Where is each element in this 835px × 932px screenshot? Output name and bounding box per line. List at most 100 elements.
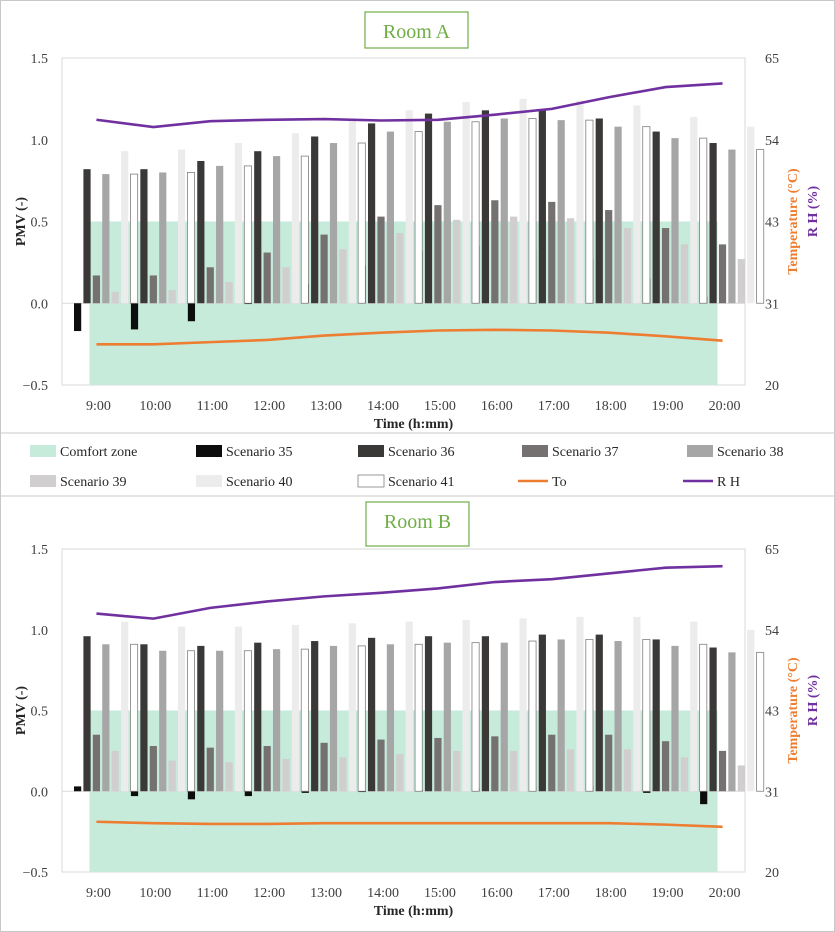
bar-scenario_39	[282, 267, 290, 304]
bar-scenario_35	[74, 303, 82, 332]
bar-scenario_38	[728, 149, 736, 304]
legend-item-scenario-36: Scenario 36	[358, 445, 454, 460]
bar-scenario_40	[747, 126, 755, 304]
y-tick-label: −0.5	[23, 379, 48, 394]
bar-scenario_37	[263, 746, 271, 792]
y2-tick-label: 54	[765, 134, 779, 149]
bar-scenario_37	[206, 267, 214, 304]
bar-scenario_36	[652, 639, 660, 792]
bar-scenario_37	[548, 734, 556, 792]
legend-label: To	[552, 475, 567, 490]
bar-scenario_35	[130, 303, 139, 330]
bar-scenario_41	[357, 645, 366, 792]
x-tick-label: 20:00	[709, 399, 741, 414]
y2-tick-label: 31	[765, 785, 779, 800]
bar-scenario_36	[538, 634, 546, 792]
chart-room-a: Room A 1.5 1.0 0.5 0.0 −0.5 65 54 43 31 20 9:00 10:0…	[14, 11, 821, 432]
bar-scenario_37	[491, 200, 499, 304]
x-tick-label: 13:00	[310, 399, 342, 414]
y2-tick-label: 43	[765, 216, 779, 231]
legend-label: Scenario 37	[552, 445, 618, 460]
bar-scenario_36	[83, 636, 91, 792]
bar-scenario_36	[140, 169, 148, 304]
x-tick-label: 10:00	[139, 399, 171, 414]
bar-scenario_40	[576, 100, 584, 304]
bar-scenario_41	[300, 648, 309, 792]
bar-scenario_40	[576, 616, 584, 792]
legend-swatch-scenario-39	[30, 475, 56, 487]
x-tick-label: 17:00	[538, 399, 570, 414]
bar-scenario_36	[367, 123, 376, 304]
y-tick-label: 0.0	[31, 297, 49, 312]
legend-swatch-scenario-40	[196, 475, 222, 487]
bar-scenario_36	[481, 636, 490, 792]
x-tick-label: 16:00	[481, 886, 513, 901]
bar-scenario_41	[585, 119, 594, 304]
bar-scenario_39	[737, 259, 745, 304]
chart-title-box	[364, 11, 469, 49]
bar-scenario_36	[197, 645, 205, 792]
y-tick-label: 1.5	[31, 52, 49, 67]
x-tick-label: 9:00	[86, 886, 111, 901]
bar-scenario_40	[291, 133, 300, 304]
legend-swatch-scenario-36	[358, 445, 384, 457]
x-tick-label: 12:00	[253, 886, 285, 901]
bar-scenario_36	[424, 636, 433, 792]
bar-scenario_37	[377, 216, 385, 304]
bar-scenario_41	[699, 137, 708, 304]
bar-scenario_37	[263, 252, 271, 304]
x-tick-label: 18:00	[595, 399, 627, 414]
bar-scenario_36	[481, 110, 490, 304]
x-tick-label: 14:00	[367, 399, 399, 414]
line-rh	[96, 82, 723, 129]
x-tick-label: 11:00	[197, 886, 228, 901]
x-tick-label: 19:00	[652, 399, 684, 414]
bar-scenario_39	[168, 290, 176, 304]
legend-swatch-scenario-41	[357, 474, 385, 488]
bar-scenario_38	[500, 642, 508, 792]
x-axis-label: Time (h:mm)	[374, 417, 454, 432]
x-axis-label: Time (h:mm)	[374, 904, 454, 919]
bar-scenario_41	[414, 643, 423, 792]
y2-axis-label-temperature: Temperature (°C)	[786, 168, 801, 275]
bar-scenario_41	[243, 650, 252, 792]
legend-item-scenario-40: Scenario 40	[196, 475, 292, 490]
bar-scenario_39	[396, 754, 404, 792]
x-tick-label: 16:00	[481, 399, 513, 414]
bar-scenario_39	[510, 216, 518, 304]
legend-label: Scenario 38	[717, 445, 783, 460]
bar-scenario_37	[434, 205, 442, 304]
bar-scenario_37	[320, 234, 328, 304]
bar-scenario_35	[187, 303, 196, 322]
y2-tick-label: 31	[765, 297, 779, 312]
legend-item-comfort-zone: Comfort zone	[30, 445, 137, 460]
bar-scenario_36	[311, 136, 319, 304]
x-tick-label: 11:00	[197, 399, 228, 414]
x-tick-label: 9:00	[86, 399, 111, 414]
bar-scenario_36	[311, 641, 319, 792]
bar-scenario_41	[642, 126, 651, 304]
bar-scenario_40	[633, 105, 641, 304]
bar-scenario_38	[272, 649, 281, 792]
bar-scenario_38	[557, 120, 565, 304]
bar-scenario_38	[728, 652, 736, 792]
legend-label: Comfort zone	[60, 445, 137, 460]
bar-scenario_38	[102, 174, 110, 304]
bar-scenario_36	[140, 644, 148, 792]
bar-scenario_38	[557, 639, 565, 792]
y-tick-label: 1.0	[31, 134, 49, 149]
bar-scenario_39	[111, 291, 119, 304]
line-rh	[96, 564, 723, 620]
legend-label: Scenario 41	[388, 475, 454, 490]
bar-scenario_39	[339, 249, 347, 304]
bar-scenario_37	[320, 742, 328, 792]
bar-scenario_37	[92, 275, 101, 304]
legend-item-rh: R H	[683, 475, 740, 490]
bar-scenario_38	[614, 641, 622, 792]
bar-scenario_38	[272, 156, 281, 304]
bar-scenario_39	[737, 765, 745, 792]
bar-scenario_41	[471, 642, 480, 792]
bar-scenario_40	[348, 120, 356, 304]
chart-room-b: Room B 1.5 1.0 0.5 0.0 −0.5 65 54 43 31 20 9:00 10:0…	[14, 501, 821, 919]
bar-scenario_41	[130, 173, 139, 304]
